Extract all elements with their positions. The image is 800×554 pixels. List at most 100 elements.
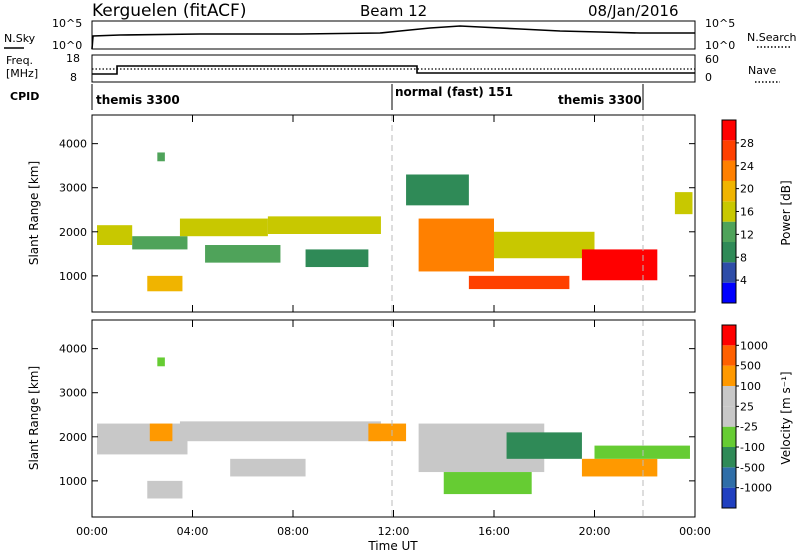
- vel-colorbar-swatch: [722, 345, 736, 366]
- power-colorbar: 4 8 12 16 20 24 28: [721, 119, 754, 304]
- power-region-2: [132, 236, 188, 250]
- power-colorbar-tick: 24: [740, 160, 754, 173]
- noise-panel: N.Sky 10^5 10^0 10^5 10^0 N.Search: [4, 17, 797, 52]
- power-colorbar-swatch: [722, 282, 736, 303]
- freq-panel: Freq. [MHz] 18 8 60 0 Nave: [6, 52, 780, 84]
- freq-right-tick-high: 60: [705, 53, 719, 66]
- power-region-14: [674, 192, 693, 215]
- vel-region-2: [149, 423, 173, 442]
- power-colorbar-swatch: [722, 120, 736, 141]
- vel-region-4: [179, 421, 381, 442]
- cpid-label: CPID: [10, 90, 39, 103]
- vel-colorbar-tick: 500: [740, 360, 761, 373]
- vel-colorbar-swatch: [722, 365, 736, 386]
- beam-title: Beam 12: [360, 2, 427, 20]
- nave-label: Nave: [748, 64, 776, 77]
- x-tick-label: 04:00: [177, 525, 209, 538]
- vel-colorbar-tick: -500: [740, 461, 765, 474]
- power-colorbar-tick: 12: [740, 228, 754, 241]
- vel-colorbar-swatch: [722, 386, 736, 407]
- power-colorbar-swatch: [722, 160, 736, 181]
- power-region-11: [581, 249, 658, 281]
- x-axis-label: Time UT: [367, 539, 418, 553]
- x-tick-label: 12:00: [378, 525, 410, 538]
- freq-right-tick-low: 0: [705, 71, 712, 84]
- vel-region-11: [594, 445, 690, 459]
- power-y-tick-label: 2000: [59, 226, 87, 239]
- vel-colorbar-swatch: [722, 325, 736, 346]
- cpid-panel: CPID themis 3300 normal (fast) 151 themi…: [10, 84, 644, 110]
- vel-region-12: [157, 357, 165, 367]
- vel-region-8: [506, 432, 582, 459]
- power-region-1: [97, 225, 133, 246]
- noise-left-label: N.Sky: [4, 32, 36, 45]
- power-colorbar-tick: 4: [740, 274, 747, 287]
- noise-sky-trace: [91, 25, 695, 50]
- freq-trace: [92, 65, 695, 75]
- vel-colorbar-swatch: [722, 487, 736, 508]
- vel-region-6: [368, 423, 407, 442]
- power-y-tick-label: 3000: [59, 182, 87, 195]
- velocity-panel: 1000 2000 3000 4000 00:00 04:00 08:00 12:00 16:…: [27, 319, 793, 538]
- power-region-9: [468, 275, 570, 290]
- power-colorbar-swatch: [722, 201, 736, 222]
- power-region-3: [147, 275, 183, 292]
- cpid-segment-1: themis 3300: [96, 93, 180, 107]
- date-title: 08/Jan/2016: [588, 2, 679, 20]
- noise-right-label: N.Search: [747, 31, 797, 44]
- power-region-4: [179, 218, 268, 237]
- station-title: Kerguelen (fitACF): [92, 1, 246, 21]
- power-colorbar-swatch: [722, 140, 736, 161]
- vel-colorbar-tick: 100: [740, 380, 761, 393]
- vel-colorbar-swatch: [722, 447, 736, 468]
- vel-y-tick-label: 4000: [59, 343, 87, 356]
- power-region-12: [406, 174, 469, 206]
- power-colorbar-tick: 28: [740, 137, 754, 150]
- freq-left-label-2: [MHz]: [6, 67, 38, 80]
- vel-colorbar-swatch: [722, 406, 736, 427]
- vel-y-tick-label: 3000: [59, 387, 87, 400]
- velocity-colorbar: 1000 500 100 25 -25 -100 -500 -1000: [721, 324, 772, 509]
- vel-y-tick-label: 1000: [59, 475, 87, 488]
- vel-colorbar-swatch: [722, 426, 736, 447]
- vel-region-3: [147, 480, 183, 499]
- power-region-13: [157, 152, 165, 162]
- power-region-5: [205, 245, 281, 263]
- power-region-10: [494, 231, 595, 259]
- noise-right-tick-low: 10^0: [705, 39, 735, 52]
- vel-colorbar-tick: 1000: [740, 339, 768, 352]
- vel-y-tick-label: 2000: [59, 431, 87, 444]
- power-colorbar-swatch: [722, 242, 736, 263]
- vel-region-10: [581, 458, 658, 477]
- velocity-y-label: Slant Range [km]: [27, 366, 41, 470]
- cpid-segment-2: normal (fast) 151: [395, 85, 513, 99]
- velocity-colorbar-label: Velocity [m s⁻¹]: [779, 371, 793, 464]
- x-tick-label: 08:00: [277, 525, 309, 538]
- x-tick-label: 00:00: [76, 525, 108, 538]
- time-x-axis: 00:00 04:00 08:00 12:00 16:00 20:00 00:00: [76, 320, 711, 538]
- vel-region-9: [443, 472, 532, 495]
- freq-left-tick-low: 8: [70, 71, 77, 84]
- vel-colorbar-tick: -100: [740, 441, 765, 454]
- cpid-segment-3: themis 3300: [558, 93, 642, 107]
- power-colorbar-swatch: [722, 262, 736, 283]
- vel-colorbar-tick: -25: [740, 421, 758, 434]
- vel-colorbar-tick: 25: [740, 400, 754, 413]
- power-y-axis: 1000 2000 3000 4000: [59, 138, 695, 283]
- power-colorbar-swatch: [722, 181, 736, 202]
- power-region-8: [418, 218, 494, 272]
- power-region-7: [305, 249, 369, 268]
- power-panel: 1000 2000 3000 4000 Slant Range [km] 4 8 12 16…: [27, 114, 793, 313]
- noise-right-tick-high: 10^5: [705, 17, 735, 30]
- power-colorbar-tick: 16: [740, 206, 754, 219]
- power-colorbar-label: Power [dB]: [779, 180, 793, 245]
- freq-left-label-1: Freq.: [6, 54, 33, 67]
- vel-colorbar-swatch: [722, 467, 736, 488]
- power-colorbar-tick: 8: [740, 251, 747, 264]
- power-y-tick-label: 1000: [59, 270, 87, 283]
- x-tick-label: 20:00: [579, 525, 611, 538]
- vel-region-1: [97, 423, 188, 455]
- freq-left-tick-high: 18: [66, 52, 80, 65]
- power-data: [97, 152, 693, 292]
